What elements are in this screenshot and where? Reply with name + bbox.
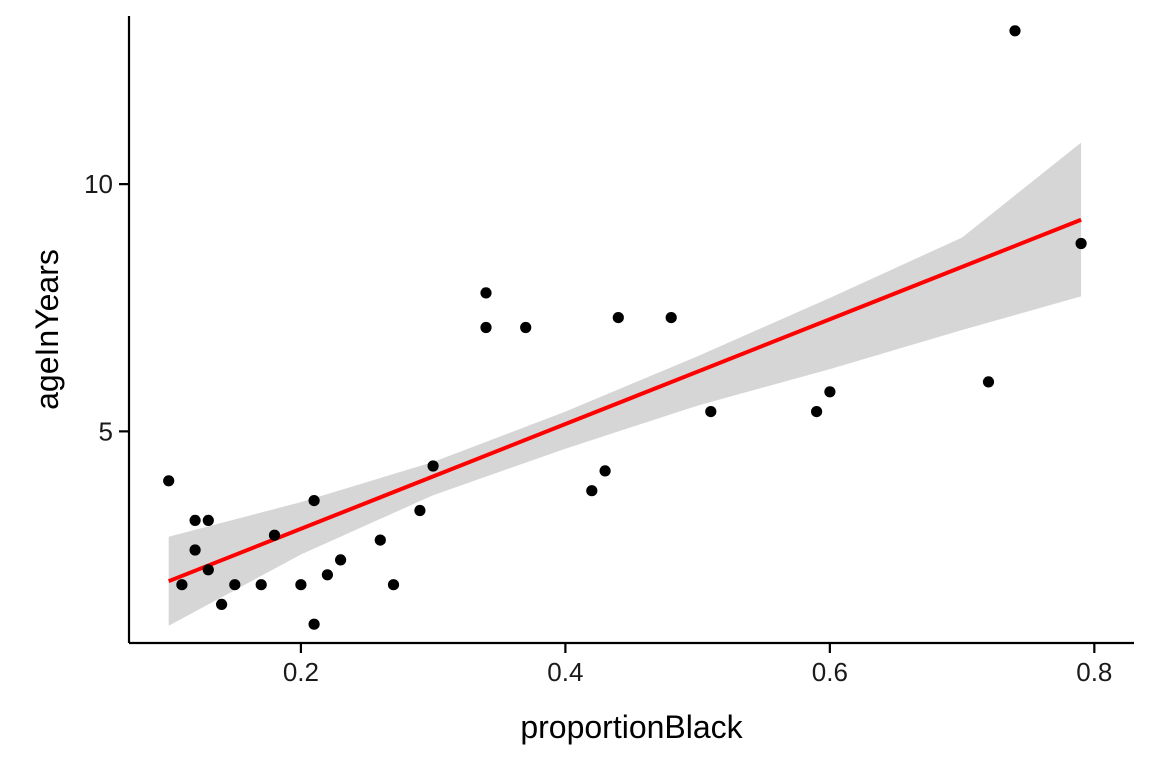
data-point-22 bbox=[520, 321, 532, 334]
data-point-12 bbox=[308, 495, 320, 507]
data-point-7 bbox=[216, 598, 228, 611]
data-point-3 bbox=[189, 514, 201, 527]
data-point-17 bbox=[387, 579, 400, 591]
x-axis-ticks: 0.2 0.4 0.6 0.8 bbox=[283, 643, 1112, 687]
x-tick-label-4: 0.8 bbox=[1076, 657, 1112, 687]
data-point-24 bbox=[599, 465, 611, 477]
data-point-14 bbox=[321, 569, 333, 581]
data-point-10 bbox=[268, 529, 281, 541]
data-point-18 bbox=[414, 504, 426, 517]
data-point-6 bbox=[202, 564, 214, 576]
axes: 0.2 0.4 0.6 0.8 5 10 bbox=[84, 16, 1134, 687]
data-point-28 bbox=[811, 406, 823, 418]
data-point-26 bbox=[665, 312, 677, 324]
data-point-15 bbox=[335, 554, 347, 566]
data-point-32 bbox=[1075, 237, 1087, 250]
fit-line bbox=[167, 217, 1082, 584]
data-point-27 bbox=[705, 406, 717, 418]
data-point-13 bbox=[308, 618, 320, 630]
y-tick-label-1: 5 bbox=[99, 416, 113, 446]
y-axis-ticks: 5 10 bbox=[84, 169, 129, 446]
data-point-4 bbox=[189, 544, 201, 556]
data-points bbox=[163, 25, 1087, 630]
data-point-11 bbox=[295, 579, 307, 591]
data-point-16 bbox=[374, 534, 386, 546]
confidence-band bbox=[168, 142, 1082, 626]
plot-area bbox=[163, 25, 1087, 630]
y-axis-title: ageInYears bbox=[29, 249, 65, 410]
x-axis-title: proportionBlack bbox=[520, 709, 743, 745]
data-point-9 bbox=[255, 579, 267, 591]
x-tick-label-1: 0.2 bbox=[283, 657, 319, 687]
data-point-23 bbox=[586, 485, 598, 497]
data-point-25 bbox=[612, 312, 624, 324]
y-tick-label-2: 10 bbox=[84, 169, 113, 199]
data-point-21 bbox=[480, 321, 492, 334]
x-tick-label-2: 0.4 bbox=[547, 657, 583, 687]
data-point-5 bbox=[202, 514, 214, 527]
data-point-31 bbox=[1009, 25, 1021, 37]
data-point-8 bbox=[229, 579, 241, 591]
data-point-30 bbox=[982, 376, 995, 388]
data-point-19 bbox=[427, 460, 439, 472]
data-point-29 bbox=[824, 386, 836, 398]
data-point-2 bbox=[176, 579, 188, 591]
data-point-1 bbox=[163, 475, 175, 487]
data-point-20 bbox=[480, 287, 492, 299]
x-tick-label-3: 0.6 bbox=[812, 657, 848, 687]
